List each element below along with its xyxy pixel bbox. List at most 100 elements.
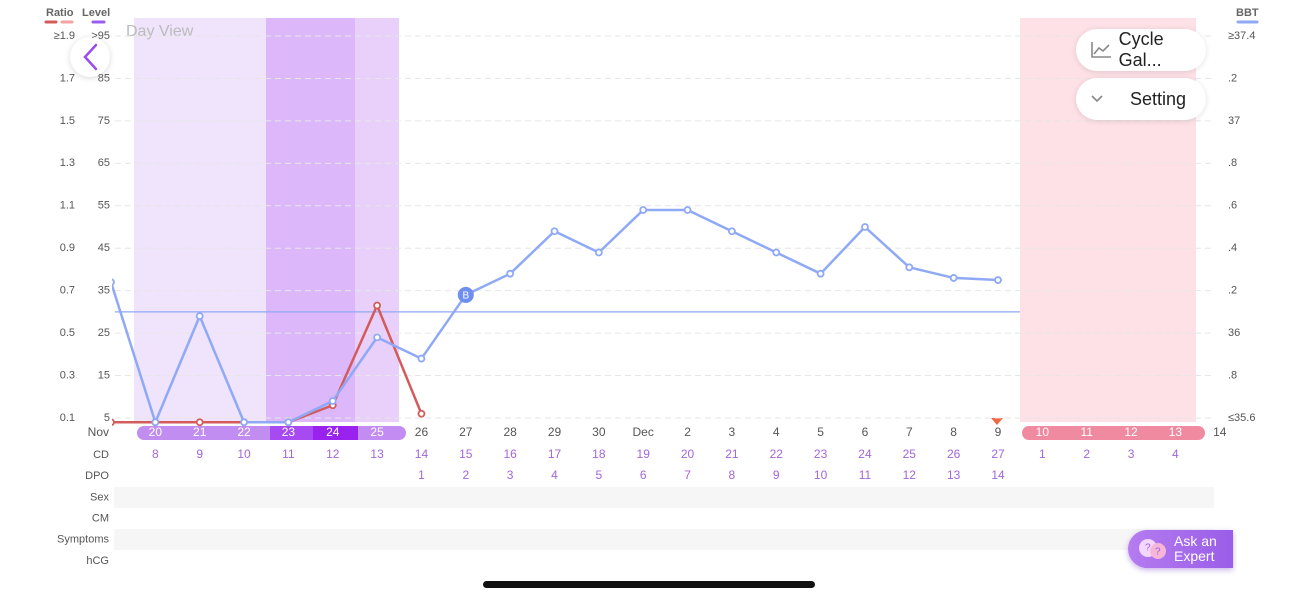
row-label: Symptoms [57, 534, 109, 546]
row-label: DPO [85, 470, 109, 482]
cd-value: 8 [152, 447, 159, 461]
cd-value: 17 [548, 447, 562, 461]
svg-text:?: ? [1155, 547, 1161, 558]
day-pill [270, 426, 313, 440]
back-button[interactable] [70, 37, 110, 77]
row-label: hCG [86, 555, 109, 567]
x-tick-label: 4 [773, 425, 780, 439]
setting-button[interactable]: Setting [1076, 78, 1206, 120]
cd-value: 4 [1172, 447, 1179, 461]
data-point [683, 206, 692, 214]
y-tick-label: .8 [1228, 157, 1237, 169]
dpo-value: 3 [507, 468, 514, 482]
row-label: CD [93, 449, 109, 461]
cd-value: 23 [814, 447, 828, 461]
day-pill [313, 426, 358, 440]
x-tick-label: 24 [326, 425, 340, 439]
x-tick-label: 21 [193, 425, 207, 439]
x-tick-label: 6 [862, 425, 869, 439]
cd-value: 16 [503, 447, 517, 461]
x-tick-label: 23 [282, 425, 296, 439]
y-tick-label: .6 [1228, 200, 1237, 212]
cycle-button[interactable]: Cycle Gal... [1076, 29, 1206, 71]
dpo-value: 5 [596, 468, 603, 482]
y-tick-label: 65 [98, 157, 110, 169]
month-label: Nov [88, 425, 109, 439]
x-tick-label: 10 [1036, 425, 1050, 439]
cd-value: 25 [903, 447, 917, 461]
x-tick-label: 2 [684, 425, 691, 439]
data-point [417, 354, 426, 363]
x-tick-label: 11 [1080, 425, 1093, 439]
data-point [772, 248, 781, 257]
x-tick-label: 28 [503, 425, 517, 439]
dpo-value: 10 [814, 468, 828, 482]
button-label: Ask an Expert [1174, 533, 1217, 564]
cd-value: 13 [370, 447, 384, 461]
y-tick-label: 0.5 [60, 327, 75, 339]
data-point [373, 301, 382, 310]
data-point [240, 418, 248, 427]
legend-label: BBT [1236, 7, 1259, 19]
chart-icon [1091, 42, 1111, 58]
y-tick-label: 85 [98, 72, 110, 84]
x-tick-label: 30 [592, 425, 606, 439]
cd-value: 1 [1039, 447, 1046, 461]
data-point [949, 274, 958, 282]
data-point [417, 409, 426, 418]
x-tick-label: 13 [1169, 425, 1183, 439]
y-tick-label: 0.9 [60, 242, 75, 254]
x-tick-label: 12 [1124, 425, 1138, 439]
y-tick-label: 1.1 [60, 200, 75, 212]
legend-label: Ratio [46, 7, 74, 19]
y-tick-label: 0.3 [60, 369, 75, 381]
back-icon [83, 43, 98, 71]
cd-value: 19 [637, 447, 651, 461]
dpo-value: 1 [418, 468, 425, 482]
data-point [728, 227, 736, 236]
x-tick-label: 25 [370, 425, 384, 439]
y-tick-label: 45 [98, 242, 110, 254]
y-tick-label: .8 [1228, 369, 1237, 381]
button-label: Setting [1130, 88, 1187, 109]
svg-text:?: ? [1145, 543, 1151, 554]
phase-band [134, 18, 266, 422]
dpo-value: 14 [991, 468, 1005, 482]
phase-band [266, 18, 355, 422]
data-point [195, 312, 204, 321]
cd-value: 20 [681, 447, 695, 461]
ask-expert-button[interactable]: ?? Ask an Expert [1128, 530, 1233, 568]
x-tick-label: 22 [237, 425, 251, 439]
cd-value: 18 [592, 447, 606, 461]
cd-value: 14 [415, 447, 429, 461]
data-point [994, 276, 1002, 284]
cd-value: 21 [725, 447, 739, 461]
x-tick-label: 26 [415, 425, 429, 439]
y-tick-label: 55 [98, 200, 110, 212]
cd-value: 11 [282, 447, 295, 461]
x-tick-label: Dec [633, 425, 654, 439]
period-pill [1022, 426, 1205, 440]
dpo-value: 13 [947, 468, 961, 482]
y-tick-label: 36 [1228, 327, 1240, 339]
dpo-value: 4 [551, 468, 558, 482]
chevron-icon [1091, 95, 1103, 103]
data-point [373, 333, 382, 342]
row-stripe [114, 487, 1214, 508]
x-tick-label: 8 [950, 425, 957, 439]
data-point [112, 418, 115, 427]
cd-value: 10 [237, 447, 251, 461]
data-point [861, 223, 869, 231]
phase-band [355, 18, 399, 422]
cd-value: 22 [770, 447, 784, 461]
plot [112, 206, 1002, 427]
cd-value: 27 [991, 447, 1005, 461]
y-tick-label: ≥1.9 [54, 30, 75, 42]
dpo-value: 6 [640, 468, 647, 482]
data-point [550, 227, 559, 236]
day-pill [358, 426, 368, 440]
dpo-value: 12 [903, 468, 917, 482]
dpo-value: 9 [773, 468, 780, 482]
x-tick-label: 20 [149, 425, 163, 439]
